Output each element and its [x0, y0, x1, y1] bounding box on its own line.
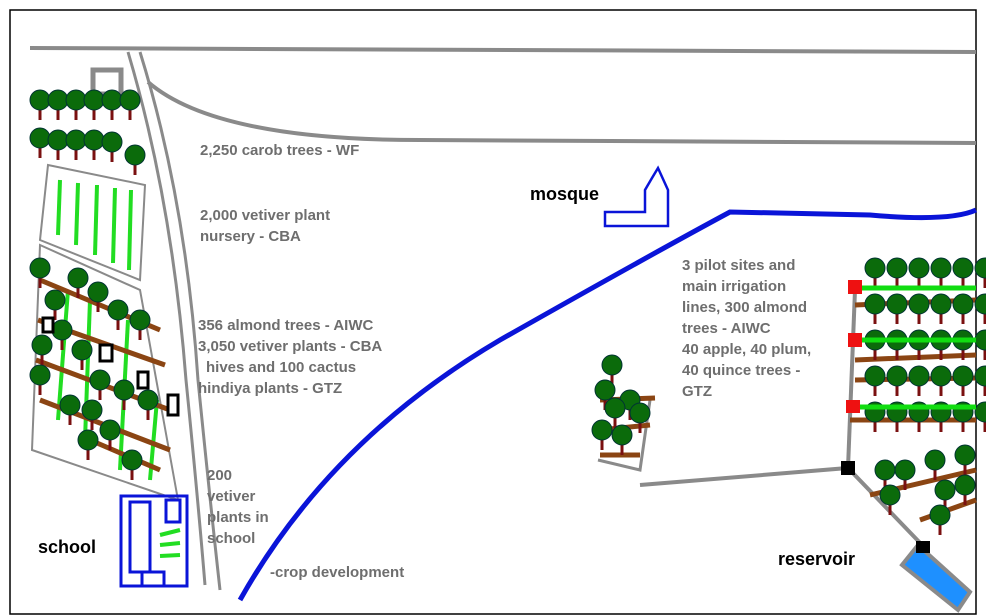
tree-crown — [955, 445, 975, 465]
annotation: 40 quince trees - — [682, 362, 800, 379]
tree-crown — [66, 90, 86, 110]
tree-crown — [865, 258, 885, 278]
tree-crown — [45, 290, 65, 310]
tree-crown — [125, 145, 145, 165]
tree-crown — [82, 400, 102, 420]
tree-crown — [909, 366, 929, 386]
tree-crown — [138, 390, 158, 410]
annotation: school — [207, 530, 255, 547]
tree-crown — [84, 130, 104, 150]
tree-crown — [78, 430, 98, 450]
tree-crown — [30, 365, 50, 385]
tree-crown — [122, 450, 142, 470]
map: 2,250 carob trees - WF 2,000 vetiver plan… — [0, 0, 986, 616]
tree-crown — [909, 258, 929, 278]
tree-crown — [935, 480, 955, 500]
tree-crown — [60, 395, 80, 415]
tree-crown — [52, 320, 72, 340]
tree-crown — [108, 300, 128, 320]
tree-crown — [84, 90, 104, 110]
tree-crown — [30, 128, 50, 148]
tree-crown — [592, 420, 612, 440]
tree-crown — [930, 505, 950, 525]
place-label: mosque — [530, 184, 599, 204]
annotation: -crop development — [270, 564, 404, 581]
page: 2,250 carob trees - WF 2,000 vetiver plan… — [0, 0, 986, 616]
tree-crown — [865, 366, 885, 386]
tree-crown — [955, 475, 975, 495]
place-label: reservoir — [778, 549, 855, 569]
tree-crown — [66, 130, 86, 150]
annotation: hindiya plants - GTZ — [198, 380, 342, 397]
annotation: 356 almond trees - AIWC — [198, 317, 373, 334]
tree-crown — [887, 258, 907, 278]
annotation: 40 apple, 40 plum, — [682, 341, 811, 358]
tree-crown — [875, 460, 895, 480]
annotation: 2,250 carob trees - WF — [200, 142, 359, 159]
tree-crown — [130, 310, 150, 330]
tree-crown — [102, 90, 122, 110]
tree-crown — [30, 90, 50, 110]
tree-crown — [925, 450, 945, 470]
tree-crown — [102, 132, 122, 152]
tree-crown — [931, 366, 951, 386]
tree-crown — [602, 355, 622, 375]
tree-crown — [595, 380, 615, 400]
tree-crown — [48, 90, 68, 110]
tree-crown — [865, 294, 885, 314]
annotation: 2,000 vetiver plant — [200, 207, 330, 224]
tree-crown — [887, 366, 907, 386]
annotation: trees - AIWC — [682, 320, 771, 337]
tree-crown — [68, 268, 88, 288]
tree-crown — [72, 340, 92, 360]
place-label: school — [38, 537, 96, 557]
tree-crown — [953, 294, 973, 314]
tree-crown — [90, 370, 110, 390]
tree-crown — [30, 258, 50, 278]
annotation: 3 pilot sites and — [682, 257, 795, 274]
annotation: lines, 300 almond — [682, 299, 807, 316]
tree-crown — [887, 294, 907, 314]
annotation: 3,050 vetiver plants - CBA — [198, 338, 382, 355]
annotation: 200 — [207, 467, 232, 484]
tree-crown — [605, 398, 625, 418]
tree-crown — [880, 485, 900, 505]
tree-crown — [953, 366, 973, 386]
annotation: vetiver — [207, 488, 256, 505]
tree-crown — [114, 380, 134, 400]
tree-crown — [630, 403, 650, 423]
tree-crown — [32, 335, 52, 355]
annotation: hives and 100 cactus — [206, 359, 356, 376]
tree-crown — [931, 258, 951, 278]
tree-crown — [895, 460, 915, 480]
annotation: main irrigation — [682, 278, 786, 295]
annotation: plants in — [207, 509, 269, 526]
tree-crown — [88, 282, 108, 302]
tree-crown — [931, 294, 951, 314]
tree-crown — [120, 90, 140, 110]
annotation: GTZ — [682, 383, 712, 400]
annotation: nursery - CBA — [200, 228, 301, 245]
tree-crown — [48, 130, 68, 150]
tree-crown — [909, 294, 929, 314]
tree-crown — [953, 258, 973, 278]
tree-crown — [100, 420, 120, 440]
tree-crown — [612, 425, 632, 445]
